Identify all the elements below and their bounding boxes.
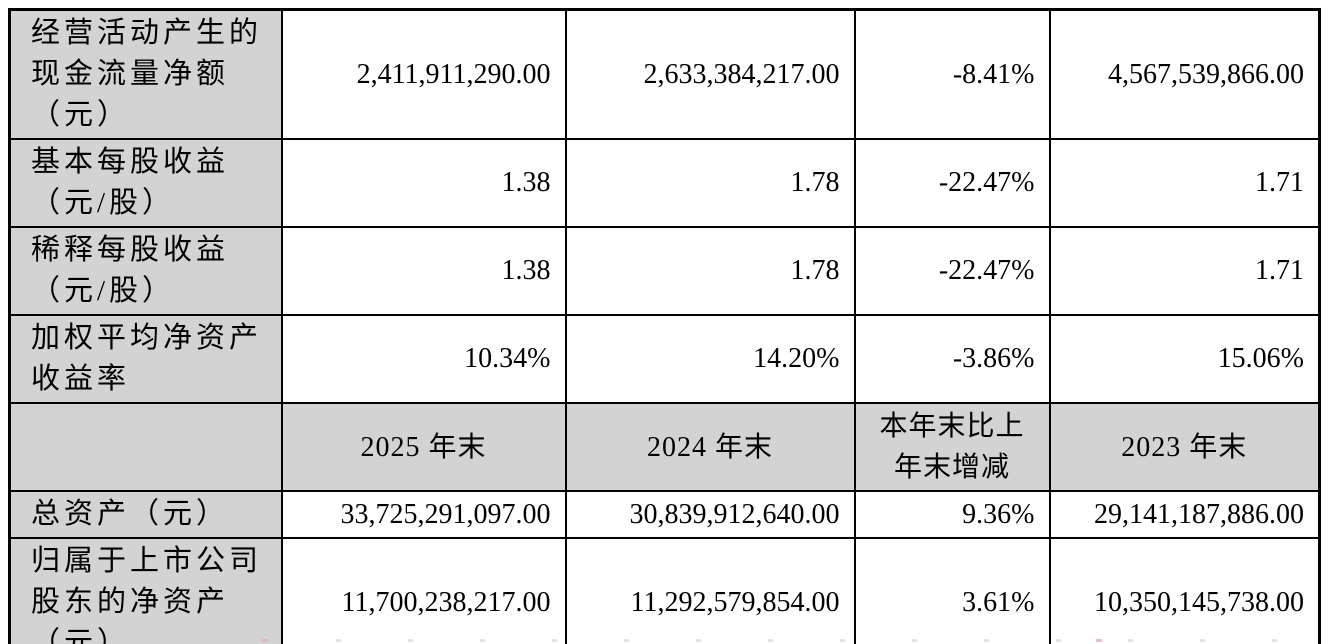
cell-value-2024: 11,292,579,854.00 — [564, 537, 856, 644]
cell-value-2023: 1.71 — [1048, 226, 1321, 316]
header-cell-2024: 2024 年末 — [564, 402, 856, 492]
cell-value-2024: 14.20% — [564, 314, 856, 404]
cutoff-text-remnant — [120, 639, 1320, 642]
row-label-line: （元/股） — [31, 275, 176, 307]
header-cell-2023: 2023 年末 — [1048, 402, 1321, 492]
table-period-header-row: 2025 年末 2024 年末 本年末比上 年末增减 2023 年末 — [8, 402, 1321, 492]
cell-value-2024: 2,633,384,217.00 — [564, 8, 856, 140]
cell-value-change: 3.61% — [853, 537, 1051, 644]
row-label-line: 股东的净资产 — [31, 586, 230, 618]
header-cell-2025: 2025 年末 — [280, 402, 567, 492]
row-label-line: 总资产（元） — [31, 498, 230, 530]
cell-value-2023: 4,567,539,866.00 — [1048, 8, 1321, 140]
header-line: 2025 年末 — [360, 431, 487, 463]
cell-value-2023: 29,141,187,886.00 — [1048, 490, 1321, 539]
row-label-line: 稀释每股收益 — [31, 234, 230, 266]
header-line: 本年末比上 — [879, 411, 1025, 442]
header-line: 年末增减 — [893, 452, 1010, 483]
cell-value-2023: 10,350,145,738.00 — [1048, 537, 1321, 644]
row-label-line: 收益率 — [31, 363, 131, 395]
cell-value-change: 9.36% — [853, 490, 1051, 539]
row-label-operating-cash-flow: 经营活动产生的 现金流量净额 （元） — [8, 8, 283, 140]
row-label-line: （元） — [31, 627, 131, 644]
cell-value-2024: 30,839,912,640.00 — [564, 490, 856, 539]
cutoff-text-remnant-mark — [262, 639, 268, 642]
cell-value-change: -3.86% — [853, 314, 1051, 404]
cell-value-2024: 1.78 — [564, 138, 856, 228]
table-row: 基本每股收益 （元/股） 1.38 1.78 -22.47% 1.71 — [8, 138, 1321, 228]
cell-value-2023: 1.71 — [1048, 138, 1321, 228]
cell-value-2025: 2,411,911,290.00 — [280, 8, 567, 140]
financial-summary-table: 经营活动产生的 现金流量净额 （元） 2,411,911,290.00 2,63… — [8, 8, 1321, 644]
cell-value-2025: 11,700,238,217.00 — [280, 537, 567, 644]
row-label-line: （元/股） — [31, 187, 176, 219]
cell-value-2025: 33,725,291,097.00 — [280, 490, 567, 539]
row-label-line: （元） — [31, 99, 131, 131]
cell-value-change: -22.47% — [853, 226, 1051, 316]
cutoff-text-remnant-mark — [1096, 639, 1102, 642]
cell-value-change: -22.47% — [853, 138, 1051, 228]
cell-value-change: -8.41% — [853, 8, 1051, 140]
row-label-basic-eps: 基本每股收益 （元/股） — [8, 138, 283, 228]
cell-value-2025: 1.38 — [280, 226, 567, 316]
row-label-line: 现金流量净额 — [31, 58, 230, 90]
header-line: 2023 年末 — [1121, 431, 1248, 463]
header-cell-empty — [8, 402, 283, 492]
table-row: 加权平均净资产 收益率 10.34% 14.20% -3.86% 15.06% — [8, 314, 1321, 404]
header-cell-change: 本年末比上 年末增减 — [853, 402, 1051, 492]
row-label-line: 基本每股收益 — [31, 146, 230, 178]
table-row: 稀释每股收益 （元/股） 1.38 1.78 -22.47% 1.71 — [8, 226, 1321, 316]
header-line: 2024 年末 — [646, 431, 773, 463]
row-label-weighted-roe: 加权平均净资产 收益率 — [8, 314, 283, 404]
row-label-line: 经营活动产生的 — [31, 17, 263, 49]
row-label-total-assets: 总资产（元） — [8, 490, 283, 539]
row-label-diluted-eps: 稀释每股收益 （元/股） — [8, 226, 283, 316]
row-label-line: 加权平均净资产 — [31, 322, 263, 354]
cell-value-2024: 1.78 — [564, 226, 856, 316]
table-row: 经营活动产生的 现金流量净额 （元） 2,411,911,290.00 2,63… — [8, 8, 1321, 140]
row-label-line: 归属于上市公司 — [31, 545, 263, 577]
row-label-net-assets-shareholders: 归属于上市公司 股东的净资产 （元） — [8, 537, 283, 644]
table-row: 归属于上市公司 股东的净资产 （元） 11,700,238,217.00 11,… — [8, 537, 1321, 644]
cell-value-2023: 15.06% — [1048, 314, 1321, 404]
table-row: 总资产（元） 33,725,291,097.00 30,839,912,640.… — [8, 490, 1321, 539]
cell-value-2025: 10.34% — [280, 314, 567, 404]
cell-value-2025: 1.38 — [280, 138, 567, 228]
